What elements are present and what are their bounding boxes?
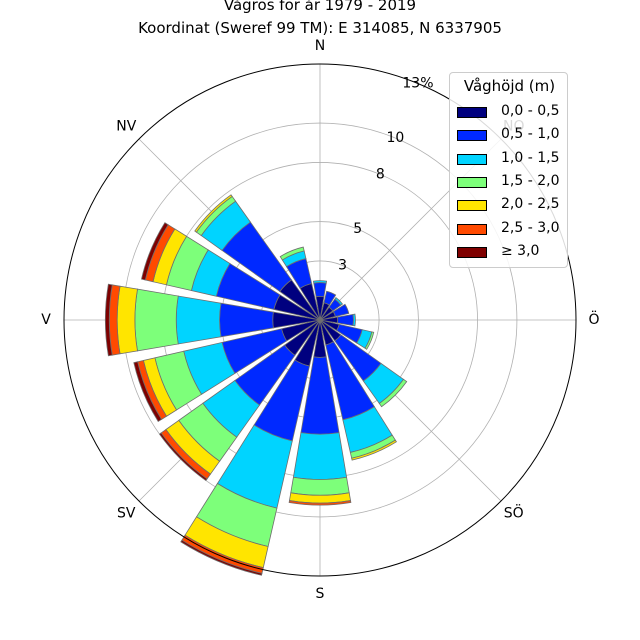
legend-swatch xyxy=(457,153,487,165)
bar-segment xyxy=(180,539,263,576)
legend-label: 2,5 - 3,0 xyxy=(501,219,560,236)
compass-label: V xyxy=(41,312,51,328)
compass-label: SÖ xyxy=(504,504,524,522)
bar-segment xyxy=(292,432,348,480)
legend-label: 0,5 - 1,0 xyxy=(501,126,560,143)
legend-label: 1,5 - 2,0 xyxy=(501,172,560,189)
bar-segment xyxy=(378,378,408,408)
bar-segment xyxy=(313,282,327,298)
bar-segment xyxy=(158,432,208,482)
polar-frame xyxy=(63,63,577,577)
bar-segment xyxy=(219,302,274,338)
compass-label: S xyxy=(316,586,325,602)
chart-title: Vågros för år 1979 - 2019 xyxy=(223,0,417,14)
radial-tick-label: 5 xyxy=(353,221,362,237)
legend-swatch xyxy=(457,176,487,188)
bar-segment xyxy=(141,222,169,281)
radial-tick-label: 8 xyxy=(376,166,385,182)
legend-swatch xyxy=(457,130,487,142)
polar-labels: NNOÖSÖSSVVNV3581013% xyxy=(41,38,599,602)
compass-label: SV xyxy=(117,506,136,522)
legend-swatch xyxy=(457,200,487,212)
bar-segment xyxy=(194,194,233,233)
bar-segment xyxy=(351,439,397,461)
legend-label: ≥ 3,0 xyxy=(501,242,540,259)
chart-subtitle: Koordinat (Sweref 99 TM): E 314085, N 63… xyxy=(138,19,502,37)
compass-label: NV xyxy=(116,118,136,134)
bar-segment xyxy=(352,313,356,327)
wave-rose-bars xyxy=(104,194,408,576)
bar-segment xyxy=(133,361,163,423)
bar-segment xyxy=(288,500,352,506)
bar-segment xyxy=(334,296,344,306)
radial-tick-label: 3 xyxy=(338,257,347,273)
bar-segment xyxy=(290,476,350,496)
bar-segment xyxy=(279,246,305,261)
legend-swatch xyxy=(457,246,487,258)
legend-title: Våghöjd (m) xyxy=(463,77,556,95)
radial-tick-label: 10 xyxy=(386,130,404,146)
legend-label: 1,0 - 1,5 xyxy=(501,149,560,166)
legend-swatch xyxy=(457,107,487,118)
radial-tick-label: 13% xyxy=(402,75,433,91)
bar-segment xyxy=(364,331,375,350)
compass-label: Ö xyxy=(588,310,599,328)
compass-label: N xyxy=(315,38,325,54)
legend-swatch xyxy=(457,223,487,235)
bar-segment xyxy=(332,303,350,317)
bar-segment xyxy=(134,288,179,352)
bar-segment xyxy=(175,295,222,345)
legend: Våghöjd (m) 0,0 - 0,5 0,5 - 1,0 1,0 - 1,5 1… xyxy=(449,72,568,268)
legend-label: 0,0 - 0,5 xyxy=(501,103,560,119)
bar-segment xyxy=(312,280,328,284)
bar-segment xyxy=(323,290,337,306)
bar-segment xyxy=(104,283,113,357)
bar-segment xyxy=(116,285,138,355)
legend-label: 2,0 - 2,5 xyxy=(501,196,560,213)
bar-segment xyxy=(337,313,354,327)
